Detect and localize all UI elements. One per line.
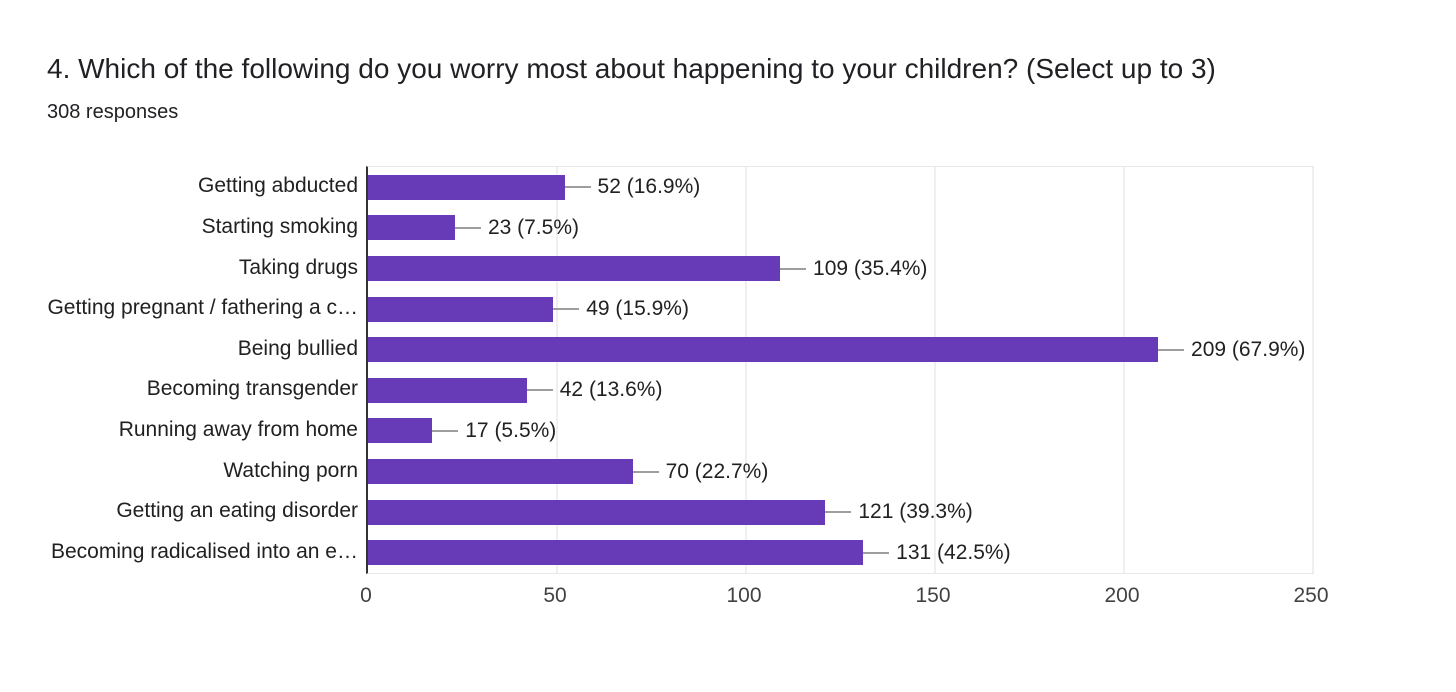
value-label: 49 (15.9%) (586, 297, 689, 321)
value-label: 209 (67.9%) (1191, 337, 1306, 361)
category-label: Taking drugs (238, 255, 358, 279)
value-label: 131 (42.5%) (896, 540, 1011, 564)
gridline (1312, 167, 1314, 573)
category-label: Being bullied (237, 336, 358, 360)
leader-line (632, 470, 659, 473)
question-title: 4. Which of the following do you worry m… (47, 53, 1216, 84)
category-label: Watching porn (223, 458, 358, 482)
category-axis: Getting abducted Starting smoking Taking d… (0, 166, 358, 572)
bar (368, 499, 826, 525)
x-tick-label: 150 (915, 584, 951, 607)
responses-count: 308 responses (47, 101, 179, 123)
value-label: 23 (7.5%) (487, 215, 579, 239)
bar (368, 296, 554, 322)
category-label: Getting an eating disorder (116, 499, 358, 523)
bar (368, 174, 565, 200)
plot-area: 52 (16.9%) 23 (7.5%) 109 (35.4%) 49 (15.9%)… (366, 166, 1314, 574)
gridline (556, 167, 558, 573)
leader-line (526, 389, 553, 392)
value-label: 17 (5.5%) (465, 418, 557, 442)
gridline (1123, 167, 1125, 573)
bar (368, 337, 1159, 363)
gridline (934, 167, 936, 573)
leader-line (825, 511, 852, 514)
leader-line (1158, 348, 1185, 351)
value-label: 42 (13.6%) (559, 378, 663, 402)
bar (368, 377, 527, 403)
bar (368, 459, 633, 484)
x-tick-label: 100 (726, 584, 762, 607)
gridline (745, 167, 747, 573)
value-label: 109 (35.4%) (813, 256, 928, 280)
value-label: 52 (16.9%) (597, 175, 701, 199)
leader-line (564, 186, 591, 189)
bar (368, 540, 864, 566)
category-label: Running away from home (118, 417, 358, 441)
x-tick-label: 50 (543, 584, 567, 607)
category-label: Becoming transgender (146, 377, 358, 401)
bar (368, 215, 455, 241)
leader-line (553, 308, 580, 311)
value-label: 70 (22.7%) (665, 459, 769, 483)
bar (368, 418, 433, 444)
category-label: Getting abducted (198, 174, 358, 198)
bar (368, 256, 781, 281)
leader-line (780, 267, 807, 270)
category-label: Getting pregnant / fathering a c… (47, 296, 358, 320)
x-tick-label: 250 (1293, 584, 1329, 607)
category-label: Becoming radicalised into an e… (50, 539, 358, 563)
category-label: Starting smoking (201, 214, 358, 238)
x-axis-labels: 0 50 100 150 200 250 (360, 584, 1328, 614)
value-label: 121 (39.3%) (858, 500, 973, 524)
leader-line (454, 226, 481, 229)
x-tick-label: 200 (1104, 584, 1140, 607)
leader-line (432, 429, 459, 432)
leader-line (863, 551, 890, 554)
x-tick-label: 0 (360, 584, 372, 607)
